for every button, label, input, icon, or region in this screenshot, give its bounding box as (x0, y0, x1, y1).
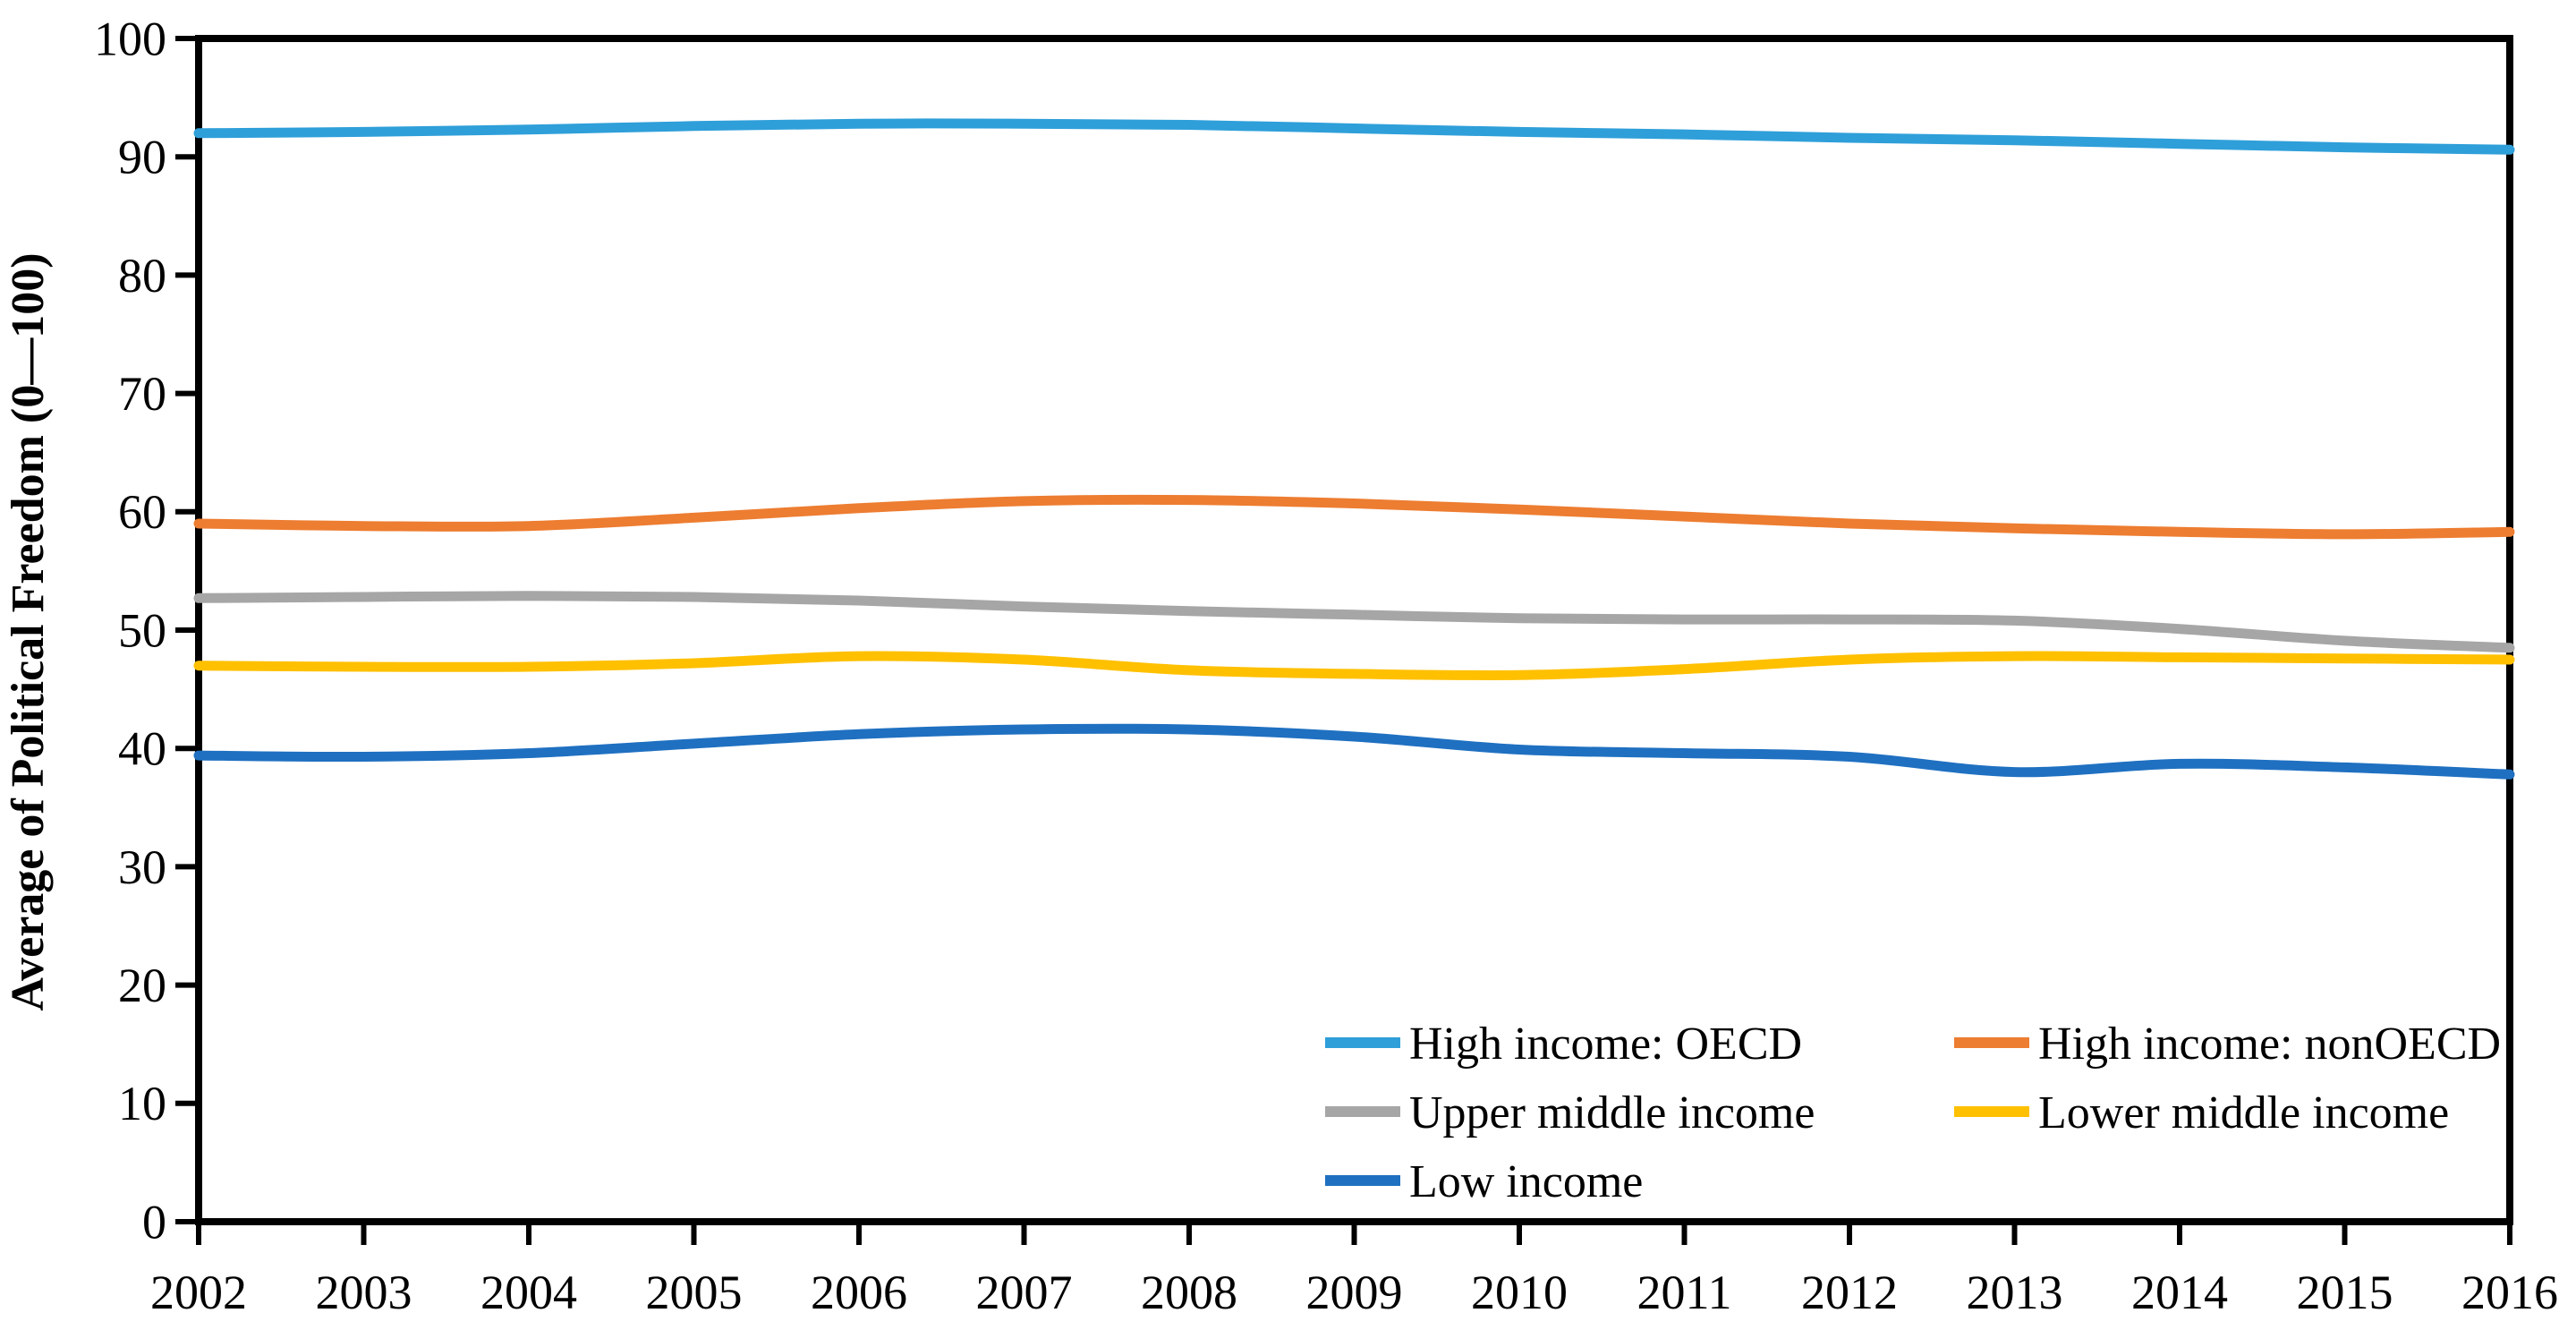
x-tick-label: 2013 (1967, 1266, 2063, 1319)
y-tick-label: 90 (118, 131, 166, 184)
legend-label-upper-middle-income: Upper middle income (1409, 1087, 1815, 1138)
x-tick-label: 2014 (2131, 1266, 2228, 1319)
x-tick-label: 2011 (1637, 1266, 1732, 1319)
y-tick-label: 10 (118, 1077, 166, 1130)
series-line-lower-middle-income (193, 651, 2515, 681)
x-tick-label: 2016 (2461, 1266, 2558, 1319)
series-line-high-income-nonoecd (193, 494, 2515, 540)
series-line-high-income-oecd (193, 118, 2515, 155)
y-tick-label: 80 (118, 249, 166, 303)
legend-label-high-income-oecd: High income: OECD (1409, 1019, 1802, 1070)
x-tick-label: 2015 (2297, 1266, 2393, 1319)
legend-label-high-income-nonoecd: High income: nonOECD (2038, 1019, 2501, 1070)
legend-label-lower-middle-income: Lower middle income (2038, 1087, 2449, 1138)
x-tick-label: 2005 (646, 1266, 743, 1319)
x-tick-label: 2003 (316, 1266, 412, 1319)
x-tick-label: 2007 (976, 1266, 1073, 1319)
x-tick-label: 2008 (1141, 1266, 1237, 1319)
x-tick-label: 2012 (1801, 1266, 1898, 1319)
y-tick-label: 60 (118, 485, 166, 539)
series-line-upper-middle-income (193, 591, 2515, 653)
x-tick-label: 2010 (1471, 1266, 1568, 1319)
x-tick-label: 2004 (480, 1266, 577, 1319)
y-tick-label: 30 (118, 840, 166, 894)
y-tick-label: 0 (142, 1195, 166, 1249)
legend-label-low-income: Low income (1409, 1156, 1643, 1207)
y-tick-label: 100 (94, 12, 166, 65)
x-tick-label: 2002 (150, 1266, 247, 1319)
y-tick-label: 70 (118, 367, 166, 421)
x-tick-label: 2009 (1306, 1266, 1403, 1319)
series-line-low-income (193, 723, 2515, 780)
y-tick-label: 20 (118, 959, 166, 1012)
y-tick-label: 40 (118, 722, 166, 776)
x-tick-label: 2006 (811, 1266, 907, 1319)
y-tick-label: 50 (118, 603, 166, 657)
plot-frame (195, 35, 2513, 1225)
